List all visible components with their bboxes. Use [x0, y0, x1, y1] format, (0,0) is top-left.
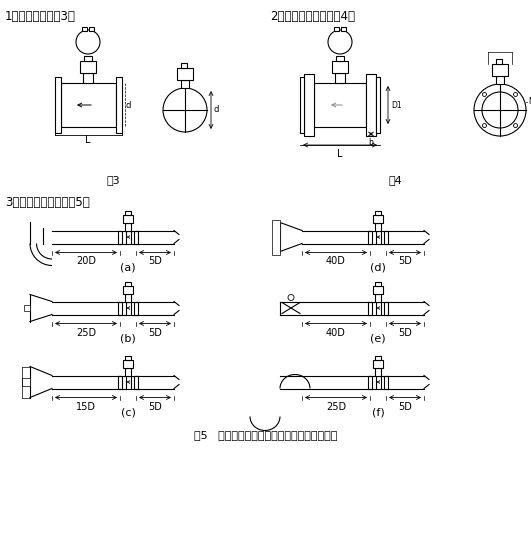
Bar	[134, 301, 138, 315]
Bar	[335, 73, 345, 83]
Bar	[375, 294, 381, 301]
Circle shape	[328, 30, 352, 54]
Bar	[375, 223, 381, 230]
Text: (b): (b)	[120, 333, 136, 343]
Bar	[375, 210, 381, 214]
Text: 图3: 图3	[106, 175, 120, 185]
Bar	[300, 77, 304, 133]
Bar	[368, 375, 372, 388]
Bar	[496, 76, 504, 84]
Text: (f): (f)	[372, 408, 384, 418]
Bar	[84, 56, 92, 61]
Bar	[123, 285, 133, 294]
Circle shape	[76, 30, 100, 54]
Text: (c): (c)	[121, 408, 135, 418]
Bar	[496, 59, 502, 64]
Bar	[22, 378, 30, 386]
Bar	[366, 74, 376, 136]
Bar	[55, 77, 61, 133]
Text: (a): (a)	[120, 262, 136, 273]
Circle shape	[474, 84, 526, 136]
Bar	[123, 214, 133, 223]
Text: 图5   涡街流量计对上、下游直管段长度的要求: 图5 涡街流量计对上、下游直管段长度的要求	[194, 430, 338, 440]
Text: (e): (e)	[370, 333, 386, 343]
Bar	[125, 223, 131, 230]
Text: 15D: 15D	[76, 402, 96, 412]
Bar	[125, 210, 131, 214]
Text: L: L	[337, 149, 342, 159]
Circle shape	[483, 123, 486, 127]
Bar	[384, 301, 388, 315]
Bar	[384, 375, 388, 388]
Bar	[116, 77, 122, 133]
Text: 20D: 20D	[76, 257, 96, 267]
Text: 1、卡装式（见图3）: 1、卡装式（见图3）	[5, 10, 76, 23]
Bar	[341, 27, 346, 31]
Bar	[134, 230, 138, 244]
Bar	[375, 282, 381, 285]
Bar	[118, 375, 122, 388]
Bar	[80, 61, 96, 73]
Bar	[336, 56, 344, 61]
Bar	[368, 301, 372, 315]
Bar	[89, 27, 94, 31]
Text: 3、直管度要求（见图5）: 3、直管度要求（见图5）	[5, 196, 90, 209]
Circle shape	[513, 123, 518, 127]
Text: 40D: 40D	[326, 257, 346, 267]
Bar	[61, 83, 116, 127]
Bar	[375, 355, 381, 359]
Bar	[332, 61, 348, 73]
Bar	[177, 68, 193, 80]
Bar	[125, 368, 131, 375]
Text: 25D: 25D	[76, 327, 96, 338]
Bar	[272, 219, 280, 255]
Circle shape	[513, 93, 518, 96]
Text: b: b	[369, 138, 373, 147]
Bar	[125, 282, 131, 285]
Text: 5D: 5D	[148, 327, 162, 338]
Text: 5D: 5D	[148, 402, 162, 412]
Text: 5D: 5D	[398, 257, 412, 267]
Text: 2、法兰连接式（见图4）: 2、法兰连接式（见图4）	[270, 10, 355, 23]
Bar	[181, 80, 189, 88]
Bar	[82, 27, 87, 31]
Bar	[334, 27, 339, 31]
Bar	[368, 230, 372, 244]
Bar	[373, 214, 383, 223]
Bar	[134, 375, 138, 388]
Bar	[375, 368, 381, 375]
Bar	[125, 294, 131, 301]
Text: 5D: 5D	[148, 257, 162, 267]
Text: L: L	[85, 135, 91, 145]
Bar	[118, 230, 122, 244]
Bar	[373, 285, 383, 294]
Bar	[304, 74, 314, 136]
Circle shape	[482, 92, 518, 128]
Bar	[181, 63, 187, 68]
Text: 5D: 5D	[398, 402, 412, 412]
Bar	[24, 305, 30, 311]
Text: 40D: 40D	[326, 327, 346, 338]
Bar	[373, 359, 383, 368]
Bar	[376, 77, 380, 133]
Bar	[314, 83, 366, 127]
Circle shape	[483, 93, 486, 96]
Text: 5D: 5D	[398, 327, 412, 338]
Text: d: d	[214, 105, 219, 115]
Circle shape	[288, 294, 294, 300]
Text: 图4: 图4	[388, 175, 402, 185]
Bar	[83, 73, 93, 83]
Bar	[492, 64, 508, 76]
Bar	[118, 301, 122, 315]
Bar	[125, 355, 131, 359]
Text: (d): (d)	[370, 262, 386, 273]
Text: d: d	[126, 100, 131, 110]
Circle shape	[163, 88, 207, 132]
Bar	[384, 230, 388, 244]
Text: N-d2: N-d2	[528, 98, 531, 106]
Text: D1: D1	[391, 100, 401, 110]
Text: 25D: 25D	[326, 402, 346, 412]
Bar	[123, 359, 133, 368]
